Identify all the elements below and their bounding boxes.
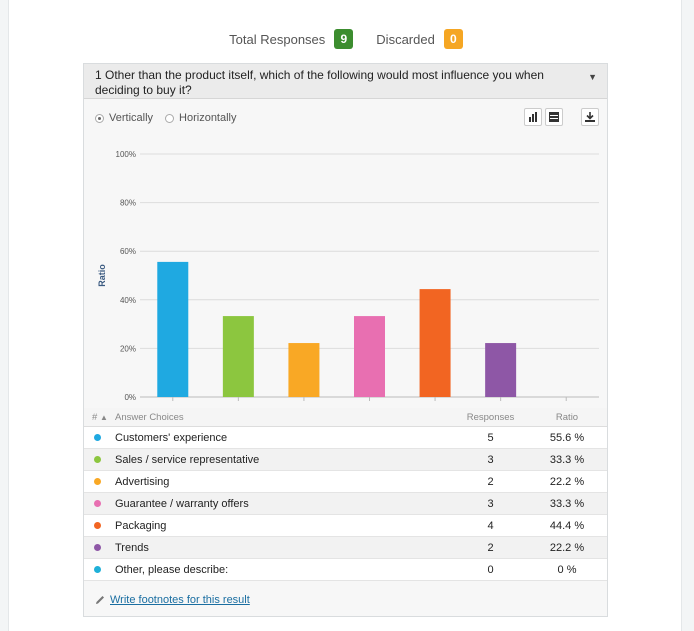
row-responses: 3: [487, 453, 494, 466]
pencil-icon: [96, 596, 104, 604]
discarded-badge: 0: [443, 29, 463, 49]
table-row: Other, please describe: 0 0 %: [84, 559, 607, 581]
orientation-options: Vertically Horizontally: [95, 112, 249, 124]
row-choice: Sales / service representative: [115, 453, 260, 466]
row-choice: Packaging: [115, 519, 167, 532]
orientation-horizontal-label: Horizontally: [179, 112, 237, 124]
total-responses-badge: 9: [334, 29, 354, 49]
total-responses: Total Responses 9: [229, 29, 354, 49]
total-responses-label: Total Responses: [229, 31, 326, 47]
question-result-card: 1 Other than the product itself, which o…: [83, 63, 608, 617]
table-row: Advertising 2 22.2 %: [84, 471, 607, 493]
table-row: Packaging 4 44.4 %: [84, 515, 607, 537]
orientation-vertical-label: Vertically: [109, 112, 154, 124]
row-color-dot: [84, 564, 115, 576]
y-tick-label: 40%: [120, 296, 136, 305]
row-choice: Advertising: [115, 475, 170, 488]
row-color-dot: [84, 498, 115, 510]
write-footnotes-link[interactable]: Write footnotes for this result: [94, 594, 250, 606]
y-tick-label: 0%: [124, 393, 136, 402]
row-ratio: 44.4 %: [549, 519, 585, 532]
row-ratio: 0 %: [557, 563, 577, 576]
row-color-dot: [84, 476, 115, 488]
table-row: Guarantee / warranty offers 3 33.3 %: [84, 493, 607, 515]
question-header[interactable]: 1 Other than the product itself, which o…: [84, 64, 607, 99]
row-ratio: 22.2 %: [549, 541, 585, 554]
table-icon[interactable]: [545, 108, 563, 126]
bar[interactable]: [157, 261, 189, 397]
sort-arrow-icon[interactable]: ▲: [99, 412, 108, 422]
y-tick-label: 20%: [120, 344, 136, 353]
download-icon[interactable]: [581, 108, 599, 126]
y-tick-label: 80%: [120, 199, 136, 208]
row-ratio: 55.6 %: [549, 431, 585, 444]
radio-vertical[interactable]: [95, 113, 104, 123]
results-page: Total Responses 9 Discarded 0 1 Other th…: [8, 0, 682, 631]
row-color-dot: [84, 520, 115, 532]
y-axis-label: Ratio: [97, 264, 107, 287]
bar-chart: 0% 20% 40% 60% 80% 100% Ratio: [97, 150, 599, 402]
header-choice: Answer Choices: [115, 411, 184, 423]
bar[interactable]: [222, 316, 254, 397]
discarded-label: Discarded: [376, 31, 435, 47]
bar[interactable]: [354, 316, 385, 397]
discarded: Discarded 0: [376, 29, 463, 49]
row-responses: 2: [487, 475, 494, 488]
row-responses: 5: [487, 431, 494, 444]
caret-down-icon[interactable]: ▼: [588, 72, 597, 82]
row-responses: 3: [487, 497, 494, 510]
orientation-horizontal[interactable]: Horizontally: [165, 112, 237, 124]
question-text: 1 Other than the product itself, which o…: [95, 68, 544, 97]
row-responses: 0: [487, 563, 494, 576]
y-tick-label: 100%: [116, 150, 136, 159]
header-ratio: Ratio: [555, 411, 579, 423]
row-color-dot: [84, 542, 115, 554]
header-responses: Responses: [466, 411, 515, 423]
radio-horizontal[interactable]: [165, 113, 175, 123]
table-header: # ▲ Answer Choices Responses Ratio: [84, 408, 607, 427]
orientation-vertical[interactable]: Vertically: [95, 112, 153, 124]
row-responses: 2: [487, 541, 494, 554]
footnote-link-text: Write footnotes for this result: [110, 594, 250, 606]
y-tick-label: 60%: [120, 247, 136, 256]
row-color-dot: [84, 454, 115, 466]
answer-table: # ▲ Answer Choices Responses Ratio Custo…: [84, 408, 607, 581]
header-num-label: #: [92, 411, 98, 423]
row-choice: Trends: [115, 541, 149, 554]
bar[interactable]: [485, 343, 517, 397]
response-stats: Total Responses 9 Discarded 0: [9, 29, 683, 49]
chart-tools: [521, 108, 599, 126]
header-num[interactable]: # ▲: [84, 412, 115, 423]
bar-chart-icon[interactable]: [524, 108, 542, 126]
table-body: Customers' experience 5 55.6 % Sales / serv…: [84, 427, 607, 581]
row-color-dot: [84, 432, 115, 444]
row-responses: 4: [487, 519, 494, 532]
table-row: Customers' experience 5 55.6 %: [84, 427, 607, 449]
row-choice: Customers' experience: [115, 431, 228, 444]
row-ratio: 22.2 %: [549, 475, 585, 488]
bar[interactable]: [288, 343, 320, 397]
row-ratio: 33.3 %: [549, 453, 585, 466]
row-ratio: 33.3 %: [549, 497, 585, 510]
row-choice: Other, please describe:: [115, 563, 229, 576]
row-choice: Guarantee / warranty offers: [115, 497, 249, 510]
bar[interactable]: [419, 289, 451, 397]
table-row: Sales / service representative 3 33.3 %: [84, 449, 607, 471]
table-row: Trends 2 22.2 %: [84, 537, 607, 559]
